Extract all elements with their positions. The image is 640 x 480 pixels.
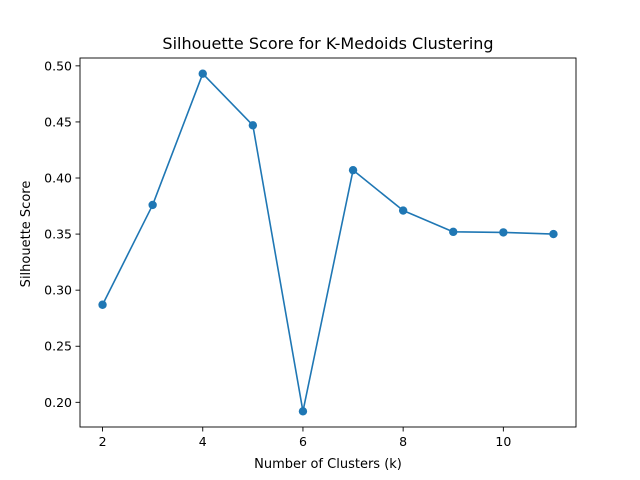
- data-point: [449, 227, 458, 237]
- data-point: [248, 121, 258, 130]
- y-tick-label: 0.25: [44, 339, 72, 354]
- data-point: [98, 300, 107, 309]
- y-tick-label: 0.40: [44, 171, 72, 186]
- x-axis-label: Number of Clusters (k): [254, 457, 402, 472]
- x-tick-label: 6: [299, 434, 307, 449]
- data-point: [549, 229, 558, 239]
- series-line: [101, 72, 554, 413]
- y-tick-label: 0.50: [44, 58, 72, 73]
- data-point: [398, 206, 408, 215]
- data-point: [298, 407, 308, 416]
- y-tick-label: 0.30: [44, 283, 72, 298]
- y-axis-label: Silhouette Score: [19, 181, 34, 288]
- data-point: [198, 69, 207, 78]
- y-tick-label: 0.20: [44, 395, 72, 410]
- axes-frame: [79, 57, 577, 428]
- x-tick-label: 2: [99, 434, 107, 449]
- x-tick-label: 8: [399, 434, 407, 449]
- y-tick-label: 0.45: [44, 114, 72, 129]
- y-tick-label: 0.35: [44, 227, 72, 242]
- plot-area: 2 4 6 8 10 0.20 0.25 0.30 0.35 0.40 0.45 0.50: [44, 57, 577, 449]
- data-point: [499, 228, 508, 237]
- data-point: [148, 200, 157, 210]
- x-tick-label: 10: [495, 434, 511, 449]
- data-point: [348, 165, 358, 175]
- chart-title: Silhouette Score for K-Medoids Clusterin…: [162, 34, 493, 53]
- x-tick-label: 4: [199, 434, 207, 449]
